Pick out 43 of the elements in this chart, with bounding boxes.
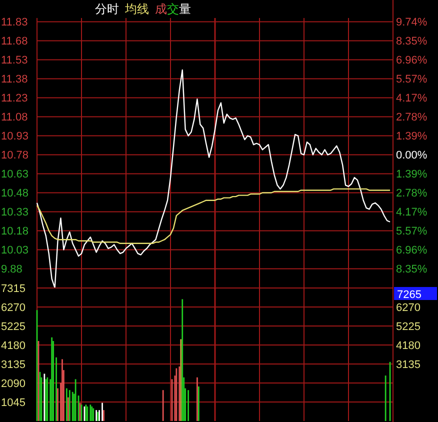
y-tick-label: 10.03 (1, 244, 29, 257)
y-tick-label: 5225 (1, 320, 26, 333)
y2-tick-label: 9.74% (396, 16, 428, 29)
y-tick-label: 2090 (1, 378, 26, 390)
y2-tick-label: 4.17% (396, 206, 428, 219)
y-tick-label: 11.83 (1, 16, 28, 29)
y2-tick-label: 8.35% (396, 264, 428, 276)
y-tick-label: 11.23 (1, 92, 28, 105)
y-tick-label: 7315 (1, 282, 26, 295)
text: 均线 (124, 2, 149, 16)
y-tick-label: 11.38 (1, 74, 28, 86)
y2-tick-label: 6270 (396, 302, 420, 314)
y-tick-label: 11.53 (1, 54, 28, 67)
text: 7265 (397, 289, 422, 301)
y2-tick-label: 6.96% (396, 54, 428, 67)
y-tick-label: 4180 (1, 340, 26, 352)
y-tick-label: 6270 (1, 302, 26, 314)
y2-tick-label: 3135 (396, 358, 420, 371)
y2-tick-label: 4180 (396, 340, 420, 352)
y2-tick-label: 8.35% (396, 36, 428, 48)
y-tick-label: 11.08 (1, 112, 28, 124)
y-tick-label: 10.18 (1, 226, 29, 238)
y-tick-label: 3135 (1, 358, 26, 371)
y2-tick-label: 2.78% (396, 112, 428, 124)
y2-tick-label: 5.57% (396, 74, 428, 86)
y2-tick-label: 2.78% (396, 188, 428, 200)
y-tick-label: 11.68 (1, 36, 28, 48)
y-tick-label: 10.93 (1, 130, 29, 143)
chart-title: 成交量 (155, 2, 191, 16)
y-tick-label: 10.48 (1, 188, 29, 200)
y-tick-label: 9.88 (1, 264, 22, 276)
y-tick-label: 10.33 (1, 206, 29, 219)
y2-tick-label: 5.57% (396, 226, 428, 238)
y-tick-label: 10.63 (1, 168, 29, 181)
y2-tick-label: 6.96% (396, 244, 428, 257)
text: 分时 (95, 2, 119, 16)
y2-tick-label: 1.39% (396, 130, 428, 143)
y-tick-label: 10.78 (1, 150, 29, 162)
y2-tick-label: 0.00% (396, 150, 428, 162)
y2-tick-label: 4.17% (396, 92, 428, 105)
y-tick-label: 1045 (1, 396, 26, 409)
y2-tick-label: 5225 (396, 320, 420, 333)
y2-tick-label: 1.39% (396, 168, 428, 181)
